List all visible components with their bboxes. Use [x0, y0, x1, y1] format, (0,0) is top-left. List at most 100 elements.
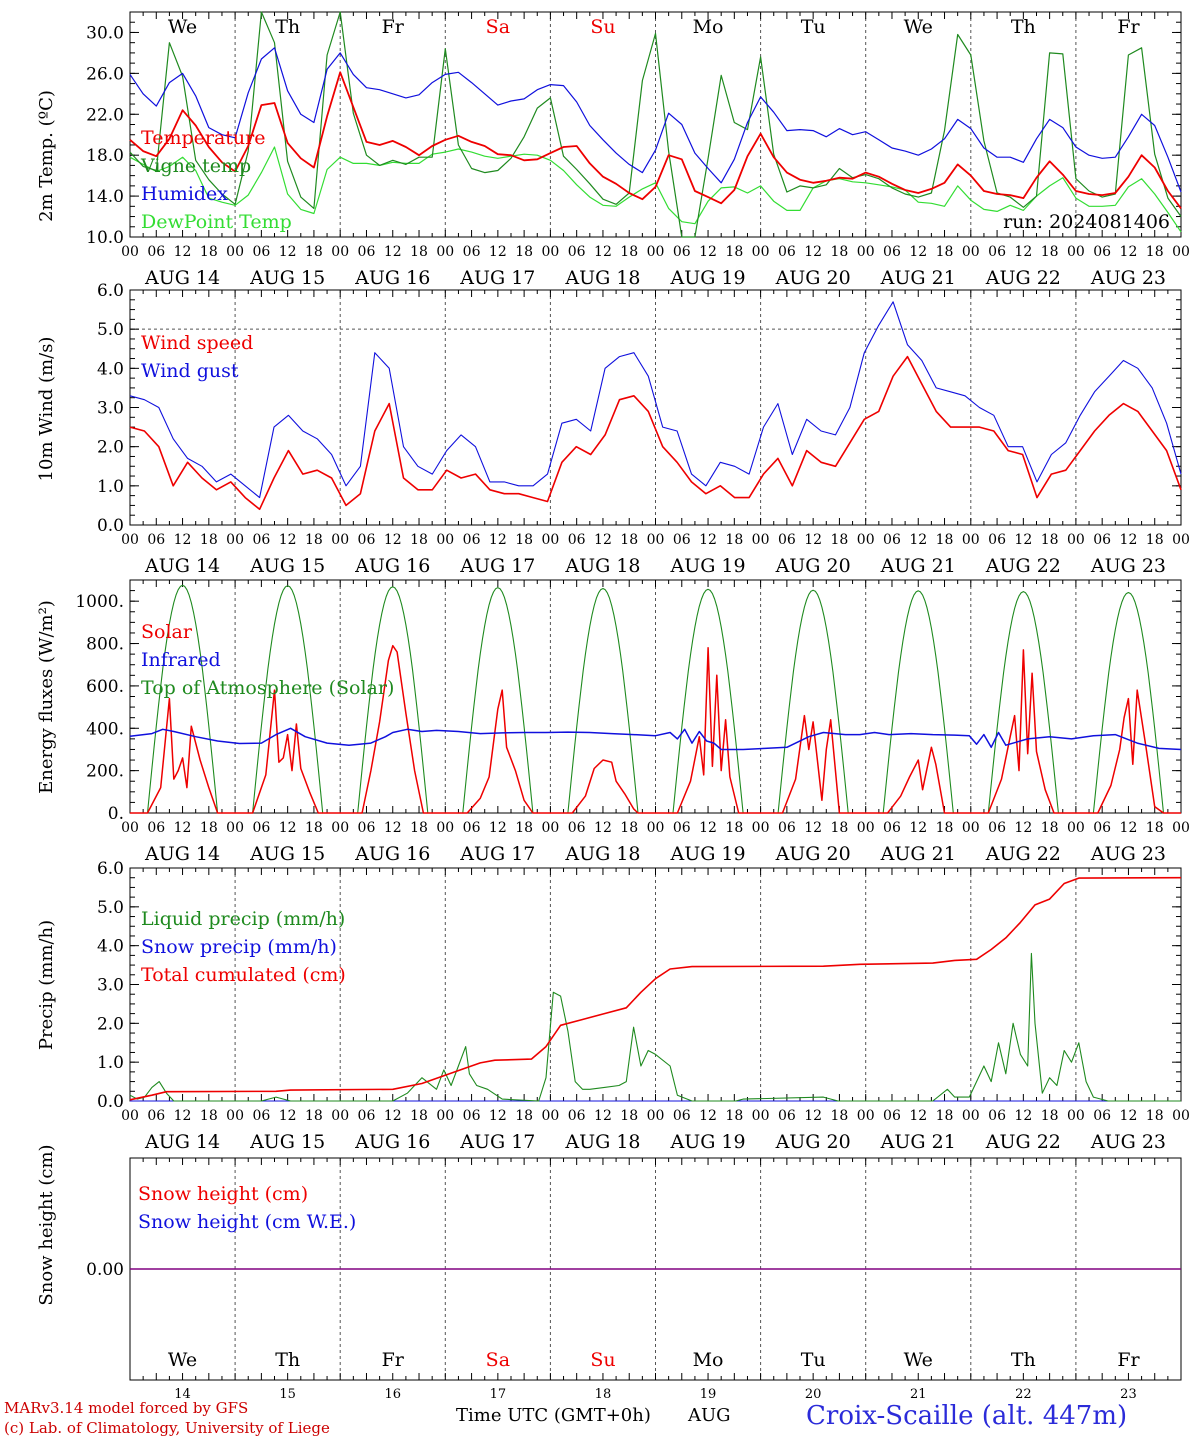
- y-tick-label: 6.0: [97, 859, 124, 879]
- hour-tick-label: 06: [883, 1108, 901, 1124]
- date-label: AUG 23: [1090, 1131, 1166, 1153]
- hour-tick-label: 00: [752, 1108, 770, 1124]
- series-line-infrared: [129, 727, 1182, 751]
- hour-tick-label: 18: [1041, 244, 1059, 260]
- legend-entry: Humidex: [141, 183, 228, 205]
- legend-entry: Snow precip (mm/h): [141, 936, 337, 958]
- date-label: AUG 22: [985, 843, 1061, 865]
- hour-tick-label: 12: [594, 820, 612, 836]
- weekday-label: We: [168, 16, 197, 38]
- date-label: AUG 22: [985, 267, 1061, 289]
- hour-tick-label: 06: [1093, 1108, 1111, 1124]
- legend-entry: Top of Atmosphere (Solar): [141, 677, 394, 699]
- hour-tick-label: 06: [358, 1108, 376, 1124]
- weekday-label: Su: [590, 1349, 615, 1371]
- y-tick-label: 4.0: [97, 359, 124, 379]
- hour-tick-label: 18: [515, 1108, 533, 1124]
- hour-tick-label: 00: [857, 532, 875, 548]
- hour-tick-label: 18: [200, 532, 218, 548]
- y-tick-label: 30.0: [86, 23, 124, 43]
- hour-tick-label: 00: [962, 1108, 980, 1124]
- hour-tick-label: 00: [1172, 820, 1190, 836]
- date-label: AUG 14: [144, 843, 220, 865]
- date-label: AUG 19: [669, 1131, 745, 1153]
- y-tick-label: 0.0: [97, 516, 124, 536]
- legend-entry: Temperature: [141, 127, 265, 149]
- hour-tick-label: 12: [804, 1108, 822, 1124]
- hour-tick-label: 12: [594, 532, 612, 548]
- hour-tick-label: 06: [988, 532, 1006, 548]
- hour-tick-label: 12: [1120, 244, 1138, 260]
- y-tick-label: 5.0: [97, 898, 124, 918]
- panel-frame: [129, 11, 1182, 238]
- hour-tick-label: 18: [200, 1108, 218, 1124]
- hour-tick-label: 06: [568, 532, 586, 548]
- y-tick-label: 18.0: [86, 146, 124, 166]
- hour-tick-label: 00: [226, 1108, 244, 1124]
- run-annotation: run: 2024081406: [1003, 211, 1170, 233]
- date-label: AUG 21: [880, 555, 956, 577]
- hour-tick-label: 00: [962, 820, 980, 836]
- hour-tick-label: 06: [568, 1108, 586, 1124]
- hour-tick-label: 00: [121, 532, 139, 548]
- date-label: AUG 15: [249, 843, 325, 865]
- weekday-label: Tu: [801, 1349, 826, 1371]
- date-label: AUG 19: [669, 843, 745, 865]
- hour-tick-label: 00: [541, 244, 559, 260]
- weekday-label: Fr: [382, 16, 405, 38]
- weekday-label: Th: [275, 1349, 300, 1371]
- hour-tick-label: 18: [725, 820, 743, 836]
- hour-tick-label: 06: [568, 820, 586, 836]
- date-label: AUG 23: [1090, 267, 1166, 289]
- hour-tick-label: 18: [831, 244, 849, 260]
- hour-tick-label: 12: [489, 820, 507, 836]
- day-number-label: 18: [595, 1387, 612, 1402]
- day-number-label: 15: [279, 1387, 296, 1402]
- hour-tick-label: 00: [436, 244, 454, 260]
- hour-tick-label: 18: [410, 1108, 428, 1124]
- hour-tick-label: 18: [515, 532, 533, 548]
- y-tick-label: 0.: [108, 804, 124, 824]
- hour-tick-label: 18: [515, 244, 533, 260]
- hour-tick-label: 06: [147, 532, 165, 548]
- hour-tick-label: 00: [226, 244, 244, 260]
- series-line-humidex: [129, 47, 1182, 193]
- legend-entry: Snow height (cm): [138, 1183, 308, 1205]
- hour-tick-label: 12: [699, 532, 717, 548]
- date-label: AUG 15: [249, 555, 325, 577]
- hour-tick-label: 12: [384, 244, 402, 260]
- weekday-label: Mo: [693, 16, 724, 38]
- date-label: AUG 15: [249, 267, 325, 289]
- date-label: AUG 14: [144, 555, 220, 577]
- hour-tick-label: 00: [436, 820, 454, 836]
- date-label: AUG 20: [775, 267, 851, 289]
- hour-tick-label: 18: [410, 820, 428, 836]
- hour-tick-label: 18: [200, 244, 218, 260]
- hour-tick-label: 06: [778, 820, 796, 836]
- hour-tick-label: 12: [1014, 1108, 1032, 1124]
- weekday-label: We: [904, 1349, 933, 1371]
- hour-tick-label: 00: [331, 244, 349, 260]
- hour-tick-label: 12: [489, 1108, 507, 1124]
- hour-tick-label: 06: [778, 532, 796, 548]
- series-line-solar: [130, 644, 1181, 814]
- hour-tick-label: 00: [752, 532, 770, 548]
- hour-tick-label: 12: [804, 820, 822, 836]
- hour-tick-label: 12: [279, 532, 297, 548]
- weekday-label: Th: [275, 16, 300, 38]
- date-label: AUG 16: [354, 843, 430, 865]
- day-number-label: 21: [910, 1387, 927, 1402]
- date-label: AUG 19: [669, 555, 745, 577]
- hour-tick-label: 12: [384, 820, 402, 836]
- hour-tick-label: 12: [594, 1108, 612, 1124]
- hour-tick-label: 12: [1014, 532, 1032, 548]
- hour-tick-label: 00: [647, 532, 665, 548]
- series-line-wind-gust: [129, 301, 1182, 499]
- hour-tick-label: 18: [725, 1108, 743, 1124]
- hour-tick-label: 12: [489, 532, 507, 548]
- series-line-temperature: [129, 71, 1182, 209]
- hour-tick-label: 00: [647, 1108, 665, 1124]
- month-label: AUG: [688, 1405, 731, 1426]
- legend-entry: Solar: [141, 621, 193, 643]
- date-label: AUG 20: [775, 843, 851, 865]
